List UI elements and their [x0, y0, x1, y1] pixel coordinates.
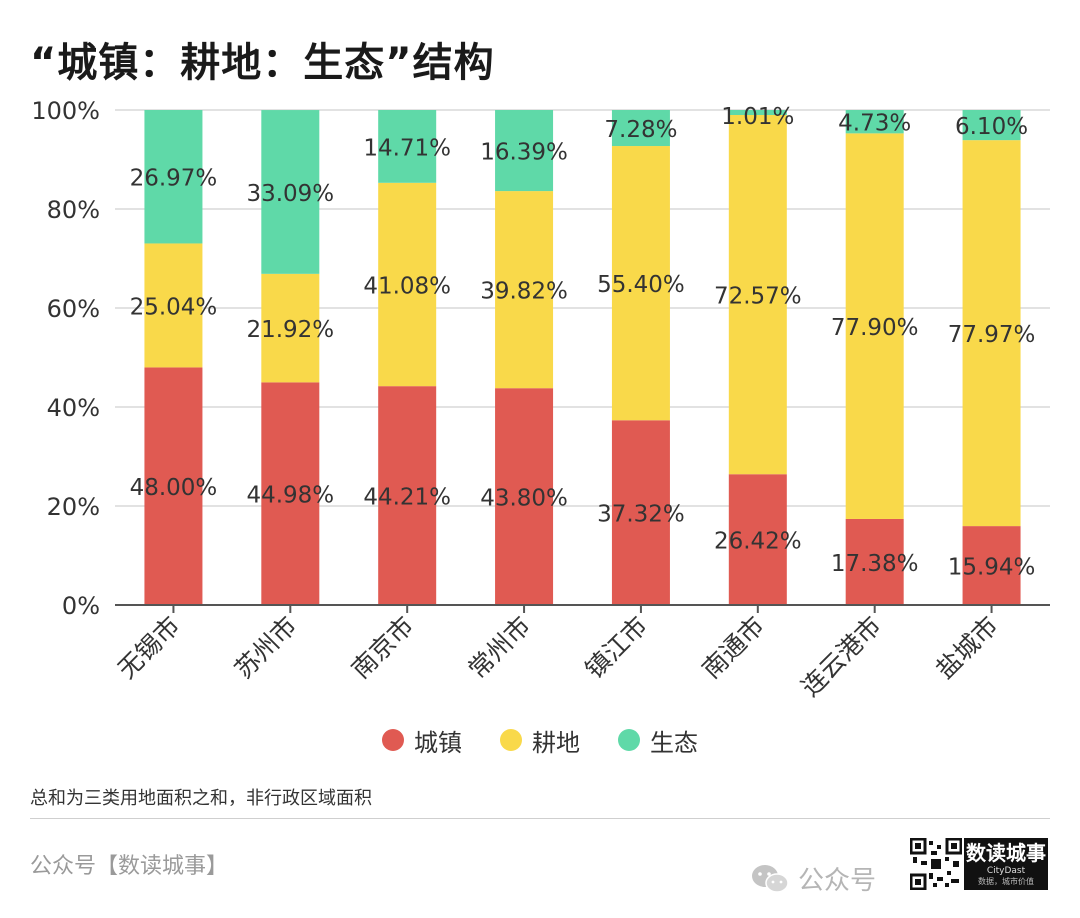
bar-segment-urban	[144, 367, 203, 605]
data-label-farmland: 25.04%	[130, 294, 218, 320]
legend-dot-ecology	[618, 729, 640, 751]
bar-segment-urban	[611, 420, 670, 605]
data-label-farmland: 55.40%	[597, 272, 685, 298]
brand-logo-name: 数读城事	[966, 841, 1046, 865]
bar-segment-urban	[962, 526, 1021, 605]
data-label-farmland: 39.82%	[480, 279, 568, 305]
data-label-ecology: 6.10%	[955, 114, 1028, 140]
x-tick-label: 南通市	[697, 611, 771, 685]
wechat-icon	[752, 864, 789, 893]
bar-segment-farmland	[845, 133, 904, 519]
bar-segment-farmland	[962, 140, 1021, 527]
data-label-farmland: 77.97%	[948, 322, 1036, 348]
brand-logo-tag: 数据，城市价值	[978, 877, 1034, 886]
y-tick-label: 100%	[31, 97, 100, 125]
x-tick-label: 连云港市	[796, 611, 887, 702]
wechat-watermark: 公众号	[750, 860, 876, 897]
y-tick-label: 80%	[47, 196, 100, 224]
account-name: 公众号【数读城事】	[30, 854, 229, 879]
data-label-urban: 37.32%	[597, 502, 685, 528]
bar-segment-farmland	[261, 273, 320, 383]
data-label-urban: 15.94%	[948, 555, 1036, 581]
bar-segment-ecology	[611, 110, 670, 147]
legend-dot-farmland	[500, 729, 522, 751]
legend-item-farmland: 耕地	[500, 723, 580, 758]
legend-label-farmland: 耕地	[532, 728, 580, 757]
y-tick-label: 0%	[62, 592, 100, 620]
bar-segment-ecology	[962, 110, 1021, 141]
data-label-urban: 17.38%	[831, 551, 919, 577]
wechat-watermark-label: 公众号	[798, 866, 877, 896]
bar-segment-farmland	[144, 243, 203, 368]
chart-title: “城镇：耕地：生态”结构	[30, 40, 495, 86]
data-label-urban: 26.42%	[714, 529, 802, 555]
bar-segment-urban	[495, 388, 554, 605]
footnote: 总和为三类用地面积之和，非行政区域面积	[30, 788, 372, 809]
x-tick-label: 苏州市	[229, 611, 303, 685]
qr-code-icon	[910, 838, 962, 890]
bar-segment-ecology	[845, 110, 904, 134]
x-tick-label: 无锡市	[112, 611, 186, 685]
data-label-urban: 44.21%	[363, 485, 451, 511]
chart-legend: 城镇 耕地 生态	[0, 720, 1080, 760]
y-tick-label: 60%	[47, 295, 100, 323]
bar-segment-ecology	[261, 110, 320, 274]
brand-logo-sub: CityDast	[986, 866, 1026, 876]
data-label-urban: 44.98%	[246, 483, 334, 509]
bar-segment-ecology	[378, 110, 437, 183]
bar-segment-farmland	[611, 146, 670, 421]
data-label-farmland: 72.57%	[714, 284, 802, 310]
y-tick-label: 20%	[47, 493, 100, 521]
legend-item-urban: 城镇	[382, 723, 462, 758]
data-label-farmland: 77.90%	[831, 315, 919, 341]
legend-label-ecology: 生态	[650, 728, 698, 757]
data-label-ecology: 7.28%	[604, 117, 677, 143]
bar-segment-farmland	[728, 114, 787, 475]
bar-segment-farmland	[378, 182, 437, 387]
divider	[30, 818, 1050, 819]
bar-segment-ecology	[144, 110, 203, 244]
legend-label-urban: 城镇	[414, 728, 462, 757]
data-label-ecology: 16.39%	[480, 140, 568, 166]
x-tick-label: 镇江市	[580, 611, 654, 685]
data-label-farmland: 41.08%	[363, 273, 451, 299]
x-tick-label: 盐城市	[930, 611, 1004, 685]
x-tick-label: 南京市	[346, 611, 420, 685]
bar-segment-urban	[378, 386, 437, 605]
brand-logo: 数读城事 CityDast 数据，城市价值	[964, 838, 1048, 890]
data-label-ecology: 1.01%	[721, 104, 794, 130]
bar-segment-urban	[261, 382, 320, 605]
bar-segment-ecology	[495, 110, 554, 192]
data-label-farmland: 21.92%	[246, 317, 334, 343]
data-label-urban: 43.80%	[480, 486, 568, 512]
data-label-ecology: 33.09%	[246, 181, 334, 207]
bar-segment-ecology	[728, 110, 787, 115]
legend-dot-urban	[382, 729, 404, 751]
data-label-ecology: 4.73%	[838, 111, 911, 137]
bar-segment-urban	[728, 474, 787, 605]
data-label-ecology: 26.97%	[130, 166, 218, 192]
y-tick-label: 40%	[47, 394, 100, 422]
x-tick-label: 常州市	[463, 611, 537, 685]
data-label-urban: 48.00%	[130, 475, 218, 501]
bar-segment-farmland	[495, 191, 554, 389]
bar-segment-urban	[845, 518, 904, 605]
data-label-ecology: 14.71%	[363, 135, 451, 161]
stacked-bar-chart: 0% 20% 40% 60% 80% 100% 48.00% 25.04% 26.97% 44.9…	[31, 97, 1050, 702]
legend-item-ecology: 生态	[618, 723, 698, 758]
